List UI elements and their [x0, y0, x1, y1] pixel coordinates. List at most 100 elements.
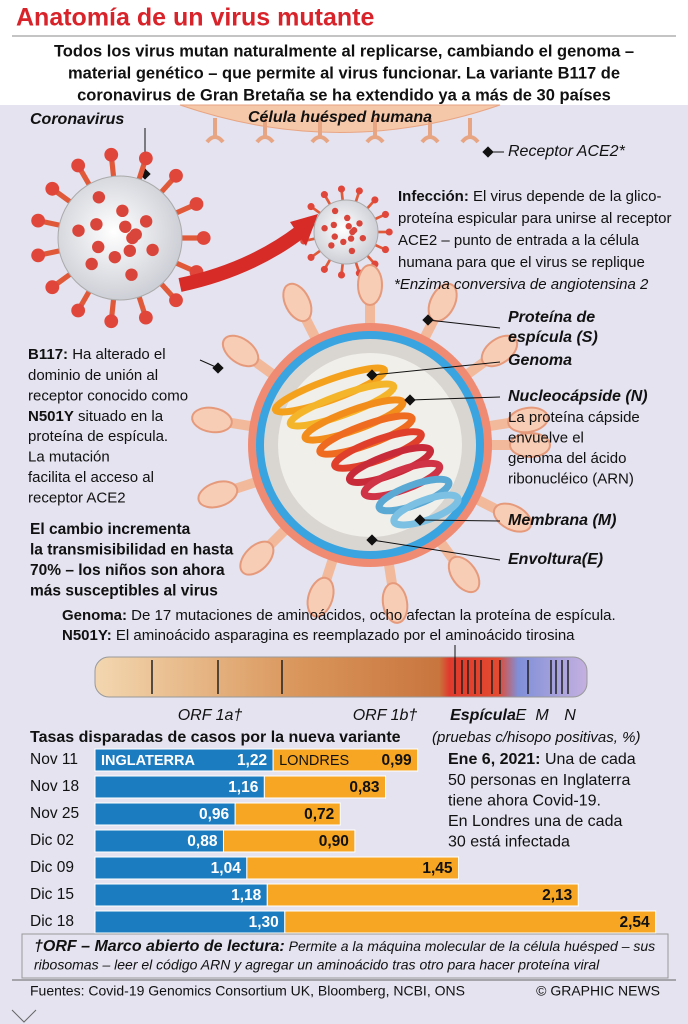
spike-head [385, 228, 393, 236]
surface-protein [347, 235, 355, 242]
b117-text: La mutación [28, 448, 110, 465]
chart-subtitle: (pruebas c/hisopo positivas, %) [432, 729, 640, 746]
coronavirus-label: Coronavirus [30, 111, 124, 128]
virus-body [57, 175, 183, 301]
receptors [205, 118, 480, 144]
category-label: Dic 09 [30, 859, 74, 876]
pointer [419, 519, 501, 522]
part-name: Nucleocápside (N) [508, 388, 648, 405]
credit: © GRAPHIC NEWS [536, 983, 660, 999]
spike-head [307, 203, 315, 211]
genome-text-part: De 17 mutaciones de aminoácidos, ocho af… [127, 607, 616, 624]
subtitle-line: coronavirus de Gran Bretaña se ha extend… [77, 86, 611, 104]
b117-text-part: Ha alterado el [68, 346, 166, 363]
ace2-footnote: *Enzima conversiva de angiotensina 2 [394, 276, 649, 293]
genome-coil [390, 491, 462, 529]
spike-head [138, 310, 153, 325]
category-label: Dic 18 [30, 913, 74, 930]
spike-head [138, 151, 153, 166]
spike-head [221, 334, 260, 368]
category-label: Nov 25 [30, 805, 79, 822]
callout-text: 30 está infectada [448, 834, 570, 851]
pointer-dot [482, 146, 494, 158]
value-label: 0,99 [381, 752, 412, 769]
header-background [0, 0, 688, 105]
footnote-text: ribosomas – leer el código ARN y agregar… [34, 957, 600, 973]
pointer-dot [212, 362, 224, 374]
spike-head [31, 213, 46, 228]
footer-notch [11, 1009, 37, 1023]
surface-protein [90, 218, 103, 231]
b117-text-part: situado en la [74, 408, 164, 425]
spike-head [306, 576, 335, 618]
receptor [420, 118, 440, 144]
spike-head [320, 191, 328, 199]
surface-protein [119, 220, 132, 233]
pointer-dot [366, 369, 378, 381]
surface-protein [348, 247, 356, 255]
value-label: 1,16 [228, 779, 259, 796]
part-name: Envoltura(E) [508, 551, 603, 568]
callout-text: 50 personas en Inglaterra [448, 772, 630, 789]
surface-protein [331, 233, 338, 240]
spike-head [197, 480, 239, 509]
spike-head [320, 265, 328, 273]
b117-text: proteína de espícula. [28, 428, 168, 445]
small-viruses [31, 147, 393, 329]
surface-protein [72, 224, 85, 237]
annotations: Infección: El virus depende de la glico-… [28, 188, 672, 973]
surface-protein [328, 242, 335, 249]
surface-protein [125, 268, 138, 281]
spike-head [239, 540, 275, 576]
value-label: 2,13 [542, 887, 573, 904]
genome-text-part: N501Y: [62, 627, 112, 644]
spike-head [371, 196, 379, 204]
pointer [409, 396, 501, 401]
genome-text-part: El aminoácido asparagina es reemplazado … [112, 627, 575, 644]
b117-text: B117: Ha alterado el [28, 346, 166, 363]
title: Anatomía de un virus mutante [16, 4, 374, 32]
part-description: envuelve el [508, 429, 584, 446]
infection-text: humana para que el virus se replique [398, 254, 645, 271]
spike-head [104, 147, 119, 162]
bar [263, 775, 387, 799]
spike-head [507, 406, 549, 434]
chart: Tasas disparadas de casos por la nueva v… [30, 729, 657, 934]
infection-text: ACE2 – punto de entrada a la célula [398, 232, 640, 249]
value-label: 1,30 [249, 914, 279, 931]
pointer [427, 319, 501, 329]
infection-text-part: Infección: [398, 188, 469, 205]
pointer-dot [414, 514, 426, 526]
transmission-text: más susceptibles al virus [30, 583, 218, 600]
virus-body [313, 199, 379, 265]
legend-label: LONDRES [279, 753, 349, 769]
value-label: 0,90 [319, 833, 349, 850]
surface-protein [321, 225, 328, 232]
spike-head [337, 271, 346, 279]
surface-protein [350, 227, 358, 234]
arrow-head [290, 214, 318, 246]
spike-head [191, 406, 233, 434]
bar [222, 829, 356, 853]
b117-text: receptor conocido como [28, 387, 188, 404]
footnote-text-part: Permite a la máquina molecular de la cél… [285, 938, 655, 954]
pointer [371, 361, 501, 376]
infection-text: Infección: El virus depende de la glico- [398, 188, 661, 205]
callout-text: Ene 6, 2021: Una de cada [448, 751, 636, 768]
infection-text-part: El virus depende de la glico- [469, 188, 662, 205]
spike-head [31, 248, 46, 263]
receptor [310, 118, 330, 144]
spike-head [480, 334, 519, 368]
spike-head [492, 502, 533, 533]
part-description: ribonucléico (ARN) [508, 470, 634, 487]
value-label: 2,54 [619, 914, 650, 931]
host-cell [179, 104, 501, 133]
part-description: La proteína cápside [508, 409, 640, 426]
surface-protein [116, 204, 129, 218]
pointer-dot [422, 314, 434, 326]
surface-protein [139, 215, 153, 228]
b117-text-part: N501Y [28, 408, 74, 425]
spike-head [381, 210, 390, 218]
spike-head [357, 264, 383, 306]
